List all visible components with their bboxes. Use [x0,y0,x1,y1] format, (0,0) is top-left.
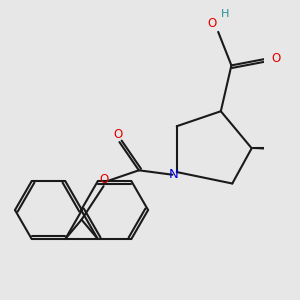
Text: O: O [272,52,281,65]
Text: H: H [221,9,230,19]
Text: O: O [207,16,217,30]
Text: O: O [113,128,122,141]
Text: O: O [100,173,109,187]
Polygon shape [254,146,297,151]
Text: F: F [298,138,300,151]
Text: N: N [169,168,179,181]
